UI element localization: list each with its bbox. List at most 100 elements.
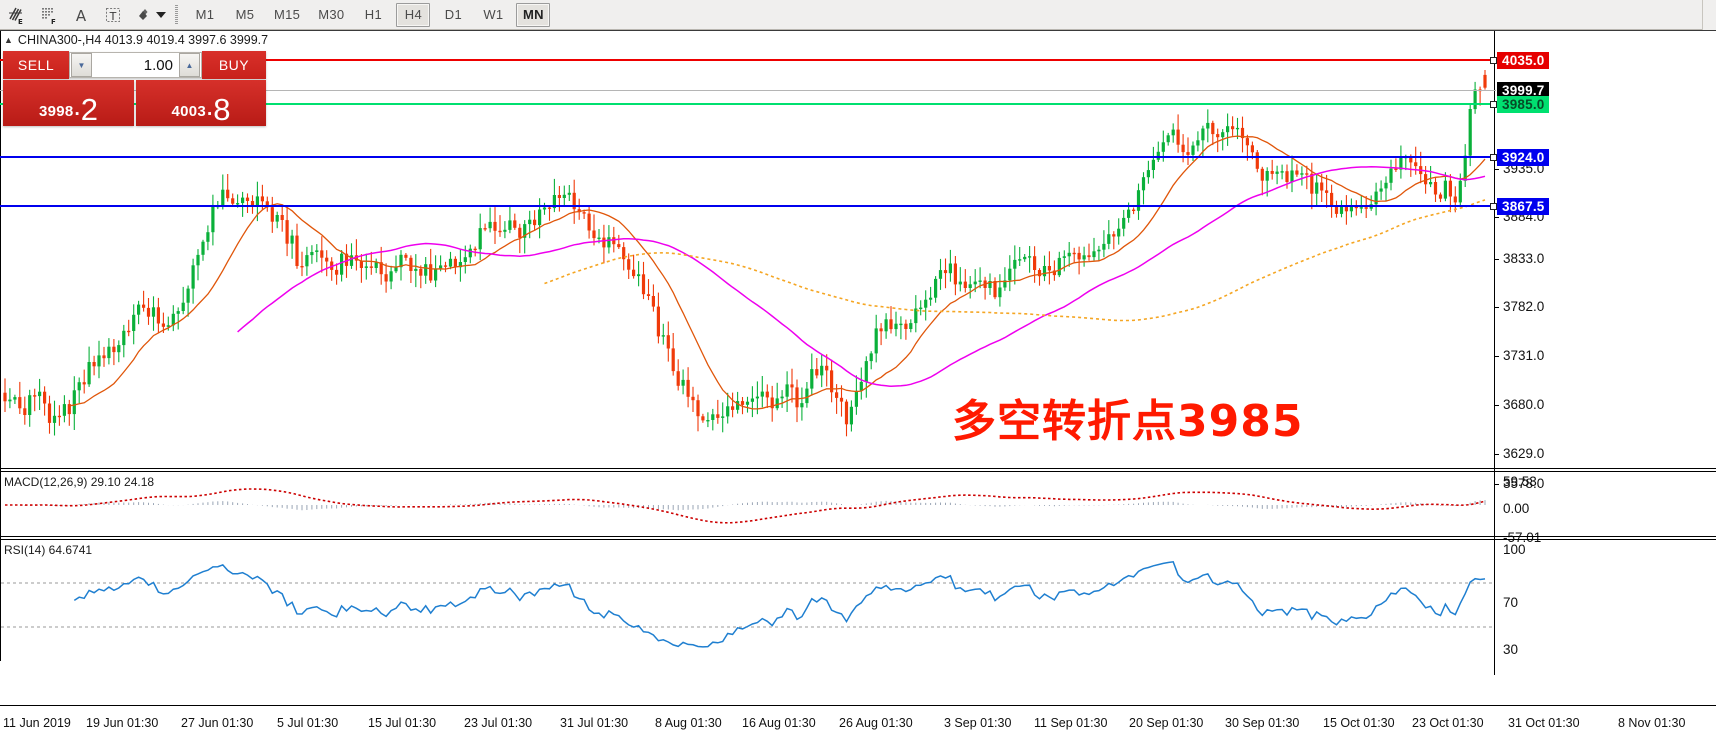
- rsi-axis-label-30: 30: [1503, 642, 1519, 657]
- time-label-10: 3 Sep 01:30: [944, 716, 1012, 730]
- time-label-3: 5 Jul 01:30: [277, 716, 339, 730]
- bid-price-integer: 3998: [38, 103, 74, 120]
- axis-label-3578: 3578.0: [1503, 476, 1545, 491]
- time-label-12: 20 Sep 01:30: [1129, 716, 1204, 730]
- macd-axis-label-bot: -57.01: [1503, 530, 1542, 545]
- deal-panel-top-row: SELL ▼ 1.00 ▲ BUY: [3, 51, 266, 79]
- level-handle-resistance[interactable]: [1490, 57, 1497, 64]
- time-label-17: 8 Nov 01:30: [1618, 716, 1686, 730]
- level-handle-support-2[interactable]: [1490, 203, 1497, 210]
- last-price-tag: 3999.7: [1497, 82, 1549, 99]
- volume-increment-icon[interactable]: ▲: [179, 53, 200, 77]
- axis-label-3731: 3731.0: [1503, 348, 1545, 363]
- volume-value[interactable]: 1.00: [143, 56, 173, 74]
- level-line-last: [0, 90, 1496, 91]
- one-click-trading-panel[interactable]: SELL ▼ 1.00 ▲ BUY 3998 . 2 4003 . 8: [3, 51, 266, 126]
- time-label-15: 23 Oct 01:30: [1412, 716, 1484, 730]
- timeframe-h1[interactable]: H1: [364, 7, 383, 22]
- time-label-5: 23 Jul 01:30: [464, 716, 533, 730]
- volume-input[interactable]: ▼ 1.00 ▲: [69, 52, 202, 78]
- resistance-level-tag[interactable]: 4035.0: [1497, 52, 1549, 69]
- ask-price-integer: 4003: [171, 103, 207, 120]
- macd-right-border: [1494, 471, 1495, 538]
- svg-text:T: T: [109, 10, 117, 23]
- volume-decrement-icon[interactable]: ▼: [71, 53, 92, 77]
- rsi-axis-label-100: 100: [1503, 542, 1526, 557]
- level-line-support-2[interactable]: [0, 203, 1497, 210]
- rsi-label: RSI(14) 64.6741: [4, 543, 93, 557]
- support-level-tag-1[interactable]: 3924.0: [1497, 149, 1549, 166]
- objects-icon[interactable]: [130, 2, 160, 28]
- text-label-icon[interactable]: A: [66, 2, 96, 28]
- time-label-0: 11 Jun 2019: [3, 716, 71, 730]
- ask-price-decimal: 8: [213, 91, 231, 127]
- support-level-tag-2[interactable]: 3867.5: [1497, 198, 1549, 215]
- plot-left-border: [0, 31, 1, 661]
- svg-text:E: E: [18, 18, 23, 25]
- macd-panel-top-border-outer: [0, 468, 1716, 469]
- plot-right-border: [1494, 31, 1495, 661]
- time-label-8: 16 Aug 01:30: [742, 716, 816, 730]
- bid-price-decimal: 2: [80, 91, 99, 127]
- level-handle-support-1[interactable]: [1490, 154, 1497, 161]
- svg-text:A: A: [76, 7, 87, 25]
- collapse-arrow-icon[interactable]: ▲: [4, 35, 13, 45]
- ask-price-display[interactable]: 4003 . 8: [136, 80, 266, 126]
- time-label-1: 19 Jun 01:30: [86, 716, 159, 730]
- rsi-axis-label-70: 70: [1503, 595, 1519, 610]
- axis-label-3629: 3629.0: [1503, 446, 1545, 461]
- axis-label-3833: 3833.0: [1503, 251, 1545, 266]
- axis-label-3782: 3782.0: [1503, 299, 1545, 314]
- timeframe-m1[interactable]: M1: [195, 7, 215, 22]
- text-object-icon[interactable]: T: [98, 2, 128, 28]
- level-line-pivot[interactable]: [0, 101, 1497, 108]
- buy-button[interactable]: BUY: [202, 51, 266, 79]
- time-axis[interactable]: 11 Jun 2019 19 Jun 01:30 27 Jun 01:30 5 …: [0, 705, 1716, 734]
- price-candlestick-plot[interactable]: [1, 47, 1495, 487]
- time-label-6: 31 Jul 01:30: [560, 716, 629, 730]
- pivot-level-tag[interactable]: 3985.0: [1497, 96, 1549, 113]
- timeframe-h4[interactable]: H4: [396, 2, 431, 27]
- macd-plot[interactable]: [1, 474, 1495, 536]
- time-label-16: 31 Oct 01:30: [1508, 716, 1580, 730]
- quote-bar: ▲ CHINA300-,H4 4013.9 4019.4 3997.6 3999…: [0, 31, 268, 49]
- rsi-right-border: [1494, 539, 1495, 675]
- chart-annotation-text[interactable]: 多空转折点3985: [952, 396, 1304, 447]
- timeframe-m30[interactable]: M30: [318, 7, 345, 22]
- svg-text:F: F: [51, 18, 56, 25]
- time-label-2: 27 Jun 01:30: [181, 716, 254, 730]
- time-label-4: 15 Jul 01:30: [368, 716, 437, 730]
- macd-axis-label-zero: 0.00: [1503, 501, 1530, 516]
- bid-price-separator: .: [74, 99, 80, 120]
- sell-button[interactable]: SELL: [3, 51, 69, 79]
- time-label-7: 8 Aug 01:30: [655, 716, 722, 730]
- level-line-resistance[interactable]: [0, 57, 1497, 64]
- toolbar-right-edge: [1702, 0, 1716, 30]
- ask-price-separator: .: [207, 99, 213, 120]
- timeframe-m5[interactable]: M5: [235, 7, 255, 22]
- level-line-support-1[interactable]: [0, 154, 1497, 161]
- axis-label-3680: 3680.0: [1503, 397, 1545, 412]
- rsi-panel-top-border-outer: [0, 536, 1716, 537]
- main-toolbar: E F A: [0, 0, 1716, 30]
- timeframe-d1[interactable]: D1: [444, 7, 463, 22]
- chart-area[interactable]: ▲ CHINA300-,H4 4013.9 4019.4 3997.6 3999…: [0, 30, 1716, 734]
- quote-bar-text: CHINA300-,H4 4013.9 4019.4 3997.6 3999.7: [17, 33, 269, 47]
- macd-label: MACD(12,26,9) 29.10 24.18: [4, 475, 155, 489]
- objects-dropdown-caret-icon[interactable]: [154, 2, 168, 28]
- data-window-icon[interactable]: F: [34, 2, 64, 28]
- timeframe-w1[interactable]: W1: [483, 7, 504, 22]
- rsi-plot[interactable]: [1, 542, 1495, 674]
- level-handle-pivot[interactable]: [1490, 101, 1497, 108]
- macd-panel-top-border: [0, 471, 1716, 472]
- bid-price-display[interactable]: 3998 . 2: [3, 80, 134, 126]
- time-label-11: 11 Sep 01:30: [1034, 716, 1108, 730]
- rsi-panel-top-border: [0, 539, 1716, 540]
- time-label-14: 15 Oct 01:30: [1323, 716, 1395, 730]
- macd-axis-label-top: 59.53: [1503, 474, 1537, 489]
- timeframe-m15[interactable]: M15: [274, 7, 301, 22]
- indicators-icon[interactable]: E: [2, 2, 32, 28]
- timeframe-mn[interactable]: MN: [516, 2, 551, 27]
- time-label-13: 30 Sep 01:30: [1225, 716, 1300, 730]
- toolbar-divider: [175, 4, 178, 25]
